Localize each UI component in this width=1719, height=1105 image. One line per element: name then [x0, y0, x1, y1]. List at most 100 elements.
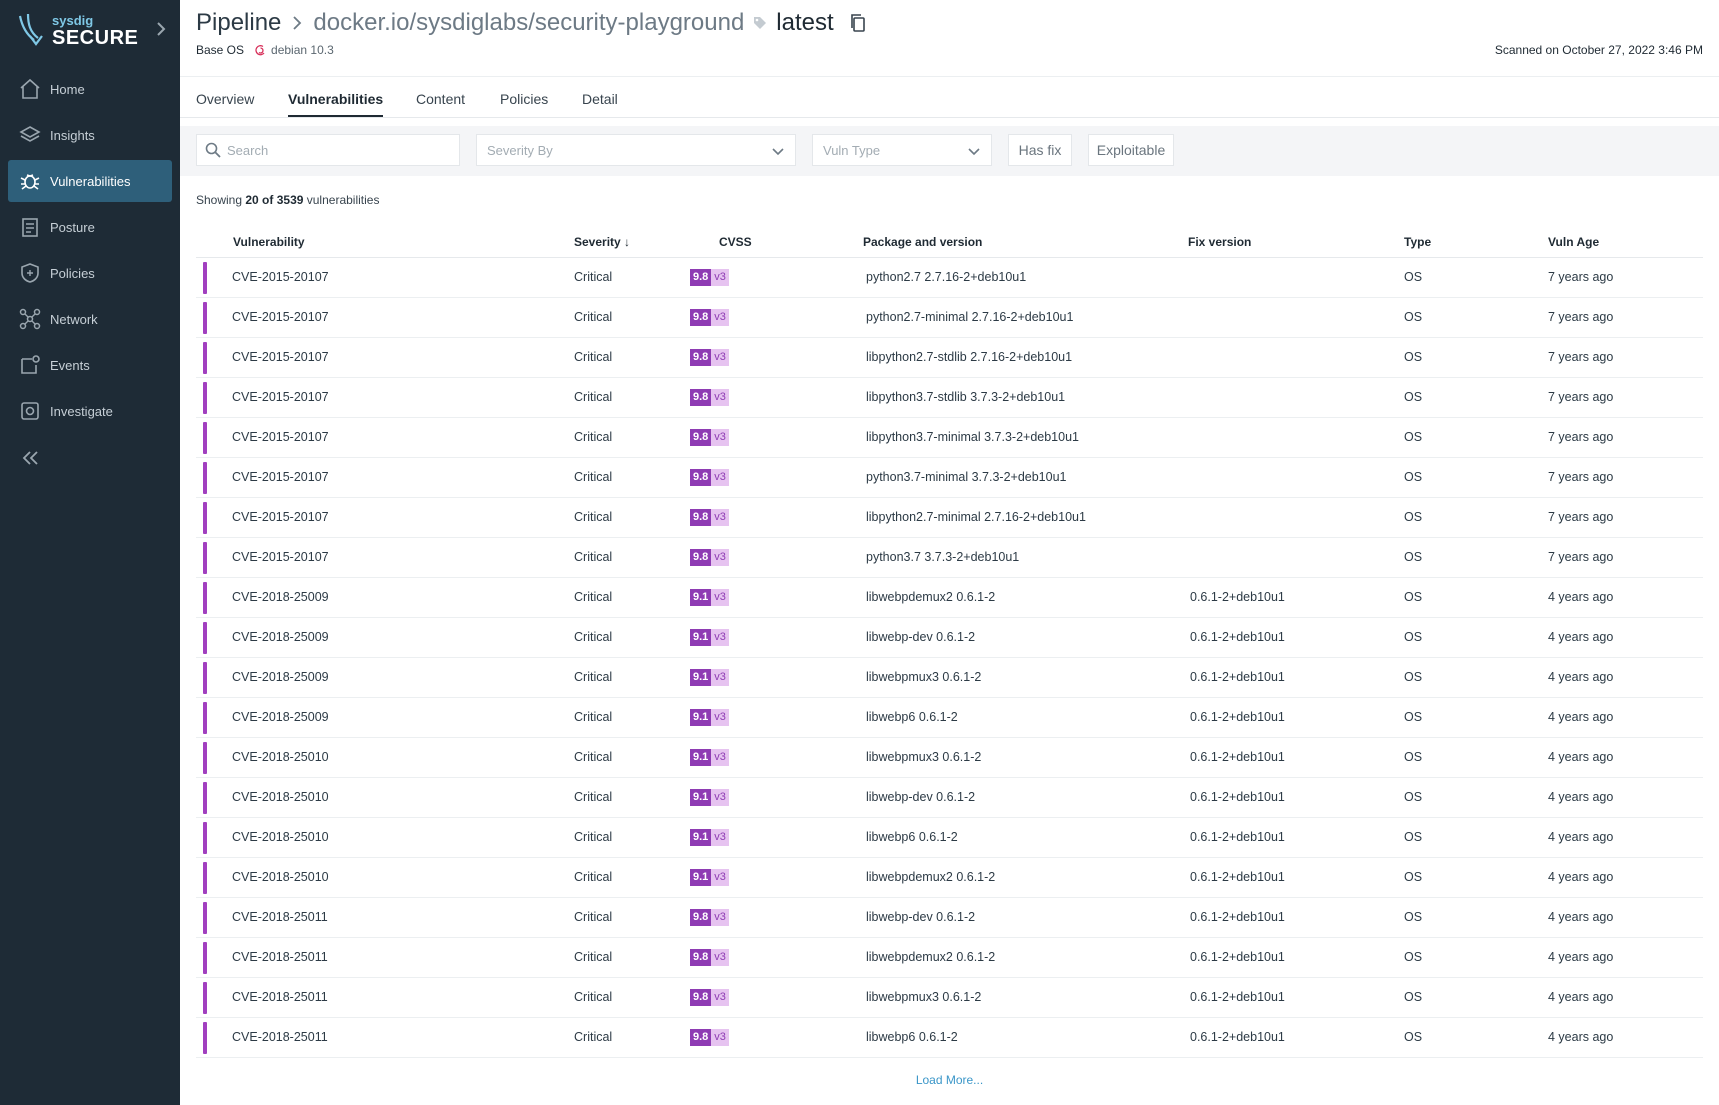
- cve-id[interactable]: CVE-2018-25009: [232, 630, 329, 644]
- table-row[interactable]: CVE-2018-25011 Critical 9.8 v3 libwebpmux3 0…: [196, 978, 1703, 1018]
- vuln-age: 7 years ago: [1548, 270, 1614, 284]
- column-fix-version[interactable]: Fix version: [1188, 235, 1252, 249]
- column-vulnerability[interactable]: Vulnerability: [233, 235, 305, 249]
- cve-id[interactable]: CVE-2015-20107: [232, 350, 329, 364]
- cve-id[interactable]: CVE-2018-25010: [232, 790, 329, 804]
- table-row[interactable]: CVE-2018-25010 Critical 9.1 v3 libwebpmux3 0…: [196, 738, 1703, 778]
- cvss-badge: 9.8 v3: [690, 549, 729, 566]
- collapse-sidebar-icon[interactable]: [18, 446, 42, 470]
- cvss-version: v3: [711, 789, 729, 806]
- sidebar-item-home[interactable]: Home: [8, 68, 172, 110]
- sidebar-item-posture[interactable]: Posture: [8, 206, 172, 248]
- sidebar-item-investigate[interactable]: Investigate: [8, 390, 172, 432]
- table-row[interactable]: CVE-2018-25009 Critical 9.1 v3 libwebpmux3 0…: [196, 658, 1703, 698]
- vuln-type-select[interactable]: Vuln Type: [812, 134, 992, 166]
- cvss-score: 9.8: [690, 909, 712, 926]
- network-icon: [19, 308, 41, 330]
- cve-id[interactable]: CVE-2018-25009: [232, 670, 329, 684]
- table-row[interactable]: CVE-2018-25011 Critical 9.8 v3 libwebp-dev 0…: [196, 898, 1703, 938]
- breadcrumb-pipeline[interactable]: Pipeline: [196, 9, 282, 36]
- column-type[interactable]: Type: [1404, 235, 1432, 249]
- table-row[interactable]: CVE-2015-20107 Critical 9.8 v3 python2.7-min…: [196, 298, 1703, 338]
- cve-id[interactable]: CVE-2015-20107: [232, 510, 329, 524]
- cve-id[interactable]: CVE-2018-25010: [232, 870, 329, 884]
- cve-id[interactable]: CVE-2018-25009: [232, 710, 329, 724]
- cvss-score: 9.8: [690, 989, 712, 1006]
- brand[interactable]: sysdig SECURE: [16, 10, 176, 60]
- cvss-score: 9.1: [690, 869, 712, 886]
- cve-id[interactable]: CVE-2018-25011: [232, 1030, 328, 1044]
- cve-id[interactable]: CVE-2015-20107: [232, 310, 329, 324]
- table-row[interactable]: CVE-2018-25010 Critical 9.1 v3 libwebp-dev 0…: [196, 778, 1703, 818]
- vuln-type: OS: [1404, 1030, 1423, 1044]
- vuln-age: 4 years ago: [1548, 790, 1614, 804]
- sidebar-item-policies[interactable]: Policies: [8, 252, 172, 294]
- cve-id[interactable]: CVE-2015-20107: [232, 470, 329, 484]
- tab-policies[interactable]: Policies: [500, 91, 549, 107]
- table-row[interactable]: CVE-2015-20107 Critical 9.8 v3 libpython3.7-…: [196, 378, 1703, 418]
- severity-value: Critical: [574, 310, 613, 324]
- table-row[interactable]: CVE-2018-25009 Critical 9.1 v3 libwebpdemux2…: [196, 578, 1703, 618]
- severity-value: Critical: [574, 550, 613, 564]
- tab-overview[interactable]: Overview: [196, 91, 255, 107]
- cvss-version: v3: [711, 629, 729, 646]
- column-vuln-age[interactable]: Vuln Age: [1548, 235, 1600, 249]
- fix-version: 0.6.1-2+deb10u1: [1190, 790, 1285, 804]
- cvss-badge: 9.8 v3: [690, 509, 729, 526]
- table-row[interactable]: CVE-2015-20107 Critical 9.8 v3 python2.7 2.7…: [196, 258, 1703, 298]
- cve-id[interactable]: CVE-2018-25011: [232, 990, 328, 1004]
- cve-id[interactable]: CVE-2018-25011: [232, 910, 328, 924]
- column-cvss[interactable]: CVSS: [719, 235, 752, 249]
- tab-content[interactable]: Content: [416, 91, 466, 107]
- cve-id[interactable]: CVE-2015-20107: [232, 390, 329, 404]
- chevron-down-icon: [772, 148, 784, 156]
- breadcrumb-image[interactable]: docker.io/sysdiglabs/security-playground: [313, 9, 745, 36]
- table-row[interactable]: CVE-2018-25009 Critical 9.1 v3 libwebp-dev 0…: [196, 618, 1703, 658]
- severity-by-select[interactable]: Severity By: [476, 134, 796, 166]
- cve-id[interactable]: CVE-2018-25009: [232, 590, 329, 604]
- severity-indicator: [203, 702, 207, 734]
- tab-vulnerabilities[interactable]: Vulnerabilities: [288, 91, 384, 117]
- cve-id[interactable]: CVE-2018-25010: [232, 830, 329, 844]
- cve-id[interactable]: CVE-2015-20107: [232, 270, 329, 284]
- table-row[interactable]: CVE-2015-20107 Critical 9.8 v3 python3.7-min…: [196, 458, 1703, 498]
- fix-version: 0.6.1-2+deb10u1: [1190, 990, 1285, 1004]
- vuln-type: OS: [1404, 390, 1423, 404]
- table-row[interactable]: CVE-2015-20107 Critical 9.8 v3 python3.7 3.7…: [196, 538, 1703, 578]
- table-header: Vulnerability Severity ↓ CVSS Package an…: [196, 228, 1703, 258]
- chevron-right-icon[interactable]: [152, 20, 170, 38]
- search-input[interactable]: [227, 142, 447, 158]
- search-box[interactable]: [196, 134, 460, 166]
- table-row[interactable]: CVE-2018-25011 Critical 9.8 v3 libwebpdemux2…: [196, 938, 1703, 978]
- cve-id[interactable]: CVE-2015-20107: [232, 550, 329, 564]
- tab-detail[interactable]: Detail: [582, 91, 618, 107]
- vuln-type: OS: [1404, 790, 1423, 804]
- table-row[interactable]: CVE-2015-20107 Critical 9.8 v3 libpython2.7-…: [196, 498, 1703, 538]
- exploitable-toggle[interactable]: Exploitable: [1088, 134, 1174, 166]
- sidebar-item-events[interactable]: Events: [8, 344, 172, 386]
- column-package[interactable]: Package and version: [863, 235, 983, 249]
- posture-icon: [22, 218, 38, 237]
- table-row[interactable]: CVE-2018-25010 Critical 9.1 v3 libwebpdemux2…: [196, 858, 1703, 898]
- cve-id[interactable]: CVE-2018-25010: [232, 750, 329, 764]
- cve-id[interactable]: CVE-2018-25011: [232, 950, 328, 964]
- cve-id[interactable]: CVE-2015-20107: [232, 430, 329, 444]
- cvss-badge: 9.8 v3: [690, 429, 729, 446]
- cvss-score: 9.8: [690, 429, 712, 446]
- sidebar-item-network[interactable]: Network: [8, 298, 172, 340]
- sidebar-item-insights[interactable]: Insights: [8, 114, 172, 156]
- sidebar-item-vulnerabilities[interactable]: Vulnerabilities: [8, 160, 172, 202]
- table-row[interactable]: CVE-2018-25009 Critical 9.1 v3 libwebp6 0.6.…: [196, 698, 1703, 738]
- cvss-version: v3: [711, 909, 729, 926]
- table-row[interactable]: CVE-2018-25010 Critical 9.1 v3 libwebp6 0.6.…: [196, 818, 1703, 858]
- vuln-type: OS: [1404, 670, 1423, 684]
- column-severity[interactable]: Severity ↓: [574, 235, 631, 249]
- table-row[interactable]: CVE-2015-20107 Critical 9.8 v3 libpython3.7-…: [196, 418, 1703, 458]
- load-more-link[interactable]: Load More...: [915, 1073, 984, 1087]
- cvss-badge: 9.8 v3: [690, 349, 729, 366]
- copy-icon[interactable]: [848, 13, 868, 33]
- vuln-age: 4 years ago: [1548, 670, 1614, 684]
- has-fix-toggle[interactable]: Has fix: [1008, 134, 1072, 166]
- table-row[interactable]: CVE-2018-25011 Critical 9.8 v3 libwebp6 0.6.…: [196, 1018, 1703, 1058]
- table-row[interactable]: CVE-2015-20107 Critical 9.8 v3 libpython2.7-…: [196, 338, 1703, 378]
